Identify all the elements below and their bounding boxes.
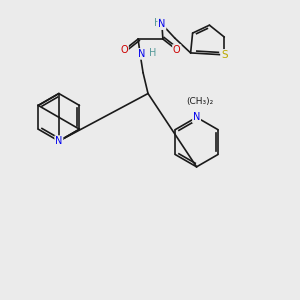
Text: O: O: [120, 45, 128, 55]
Text: (CH₃)₂: (CH₃)₂: [186, 98, 213, 106]
Text: N: N: [158, 19, 166, 29]
Text: O: O: [173, 45, 181, 55]
Text: N: N: [55, 136, 62, 146]
Text: S: S: [221, 50, 228, 60]
Text: N: N: [193, 112, 200, 122]
Text: N: N: [138, 49, 146, 59]
Text: H: H: [154, 18, 161, 28]
Text: H: H: [149, 48, 156, 58]
